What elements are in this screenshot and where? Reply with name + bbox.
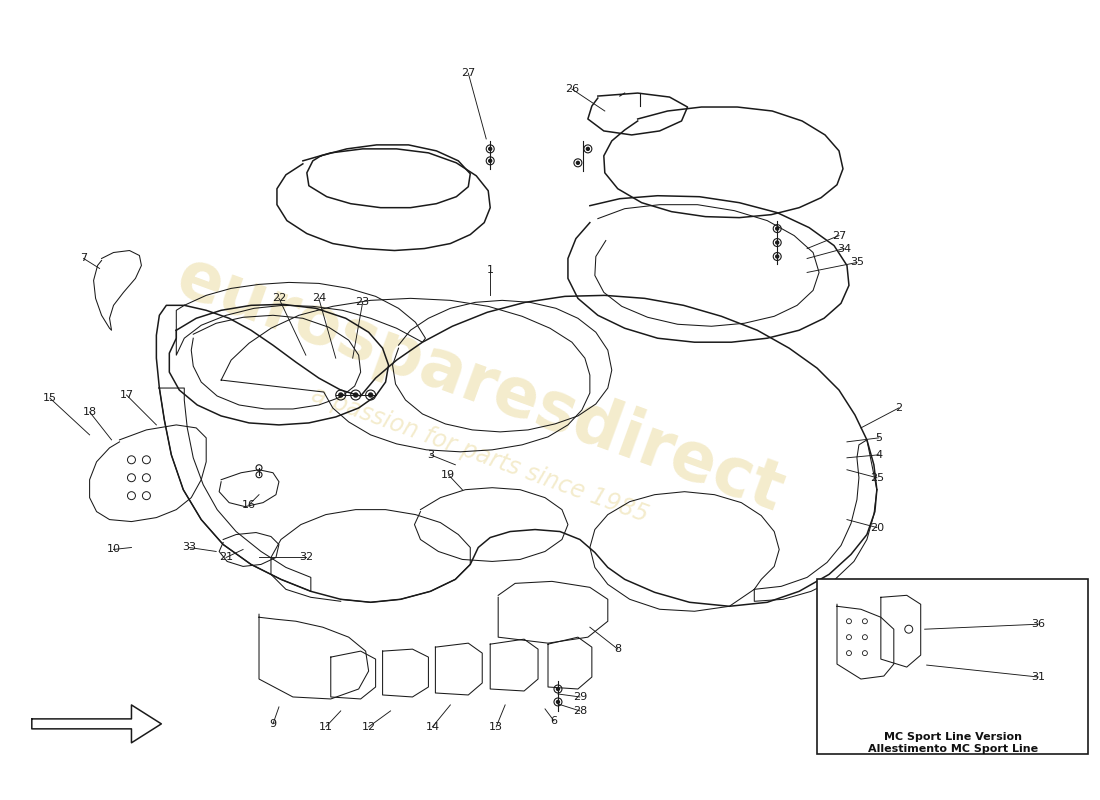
- Text: 28: 28: [573, 706, 587, 716]
- Text: Allestimento MC Sport Line: Allestimento MC Sport Line: [868, 744, 1037, 754]
- Text: 24: 24: [311, 294, 326, 303]
- Text: 23: 23: [355, 298, 370, 307]
- Text: 13: 13: [490, 722, 503, 732]
- Text: 18: 18: [82, 407, 97, 417]
- Circle shape: [488, 159, 492, 162]
- Circle shape: [776, 241, 779, 244]
- Text: 12: 12: [362, 722, 376, 732]
- Text: 9: 9: [270, 719, 276, 729]
- Circle shape: [354, 393, 358, 397]
- Text: eurosparesdirect: eurosparesdirect: [167, 244, 793, 526]
- Text: 22: 22: [272, 294, 286, 303]
- Text: 17: 17: [120, 390, 133, 400]
- Text: 25: 25: [870, 473, 884, 482]
- Text: 20: 20: [870, 522, 884, 533]
- Text: 36: 36: [1032, 619, 1045, 630]
- FancyBboxPatch shape: [817, 579, 1088, 754]
- Text: 15: 15: [43, 393, 57, 403]
- Circle shape: [776, 227, 779, 230]
- Text: 6: 6: [550, 716, 558, 726]
- Circle shape: [557, 701, 560, 703]
- Text: 32: 32: [299, 553, 312, 562]
- Circle shape: [586, 147, 590, 150]
- Text: 11: 11: [319, 722, 333, 732]
- Text: 21: 21: [219, 553, 233, 562]
- Text: 14: 14: [426, 722, 440, 732]
- Text: 1: 1: [486, 266, 494, 275]
- Text: 8: 8: [614, 644, 622, 654]
- Text: 2: 2: [895, 403, 902, 413]
- Text: 27: 27: [461, 68, 475, 78]
- Text: 7: 7: [80, 254, 87, 263]
- Text: 4: 4: [876, 450, 882, 460]
- Circle shape: [557, 687, 560, 690]
- Text: 33: 33: [183, 542, 196, 553]
- Text: 35: 35: [850, 258, 864, 267]
- Text: 26: 26: [565, 84, 579, 94]
- Text: 3: 3: [427, 450, 433, 460]
- Text: 10: 10: [107, 545, 121, 554]
- Text: 29: 29: [573, 692, 587, 702]
- Text: a passion for parts since 1985: a passion for parts since 1985: [308, 382, 652, 527]
- Text: 16: 16: [242, 500, 256, 510]
- Circle shape: [576, 162, 580, 164]
- Text: MC Sport Line Version: MC Sport Line Version: [883, 732, 1022, 742]
- Circle shape: [776, 255, 779, 258]
- Text: 5: 5: [876, 433, 882, 443]
- Text: 34: 34: [837, 243, 851, 254]
- Text: 27: 27: [832, 230, 846, 241]
- Circle shape: [488, 147, 492, 150]
- Circle shape: [339, 393, 343, 397]
- Polygon shape: [32, 705, 162, 743]
- Text: 31: 31: [1032, 672, 1045, 682]
- Circle shape: [368, 393, 373, 397]
- Text: 19: 19: [441, 470, 455, 480]
